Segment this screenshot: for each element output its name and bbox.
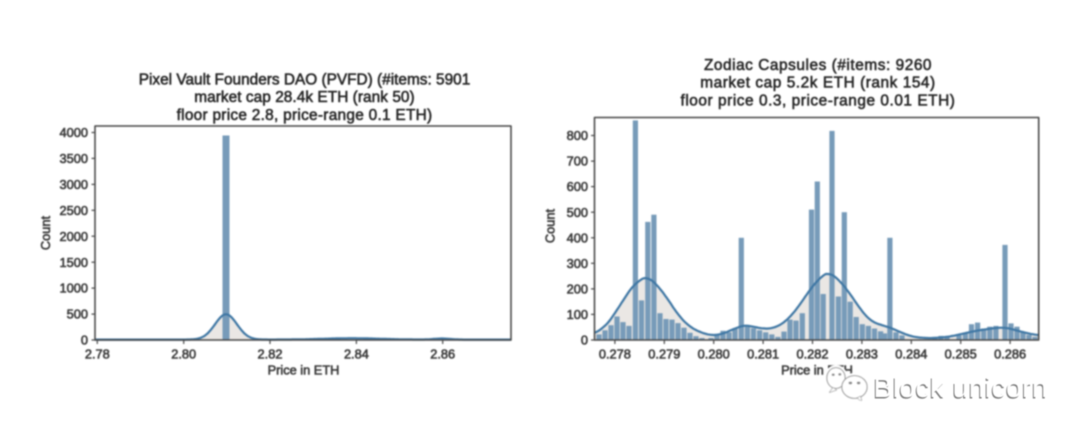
svg-text:2.80: 2.80	[171, 347, 196, 362]
svg-text:2000: 2000	[60, 229, 88, 244]
svg-text:Block unicorn: Block unicorn	[874, 371, 1048, 403]
svg-text:Zodiac Capsules (#items: 9260: Zodiac Capsules (#items: 9260	[704, 57, 932, 74]
svg-text:0.278: 0.278	[599, 347, 631, 362]
svg-text:0: 0	[581, 333, 588, 348]
svg-text:0.282: 0.282	[796, 347, 828, 362]
svg-text:0.286: 0.286	[994, 347, 1026, 362]
svg-text:3000: 3000	[60, 177, 88, 192]
svg-text:800: 800	[567, 128, 588, 143]
svg-text:2.84: 2.84	[344, 347, 369, 362]
svg-text:2500: 2500	[60, 203, 88, 218]
svg-text:0.285: 0.285	[945, 347, 977, 362]
svg-text:0.281: 0.281	[747, 347, 779, 362]
svg-text:Count: Count	[38, 215, 53, 250]
svg-text:1500: 1500	[60, 255, 88, 270]
svg-text:Pixel Vault Founders DAO (PVFD: Pixel Vault Founders DAO (PVFD) (#items:…	[139, 71, 471, 88]
svg-text:market cap 28.4k ETH (rank 50): market cap 28.4k ETH (rank 50)	[194, 89, 414, 106]
svg-text:400: 400	[567, 230, 588, 245]
svg-text:0.280: 0.280	[698, 347, 730, 362]
svg-text:700: 700	[567, 154, 588, 169]
svg-text:200: 200	[567, 282, 588, 297]
svg-text:0.283: 0.283	[846, 347, 878, 362]
svg-text:0: 0	[81, 333, 88, 348]
svg-text:3500: 3500	[60, 151, 88, 166]
svg-text:2.78: 2.78	[85, 347, 110, 362]
svg-text:4000: 4000	[60, 125, 88, 140]
svg-text:0.284: 0.284	[895, 347, 927, 362]
svg-text:0.279: 0.279	[648, 347, 680, 362]
svg-text:2.82: 2.82	[258, 347, 283, 362]
svg-text:500: 500	[567, 205, 588, 220]
svg-text:market cap 5.2k ETH (rank 154): market cap 5.2k ETH (rank 154)	[700, 75, 935, 92]
svg-text:2.86: 2.86	[430, 347, 455, 362]
svg-text:floor price 0.3, price-range 0: floor price 0.3, price-range 0.01 ETH)	[681, 92, 956, 109]
svg-text:300: 300	[567, 256, 588, 271]
svg-text:100: 100	[567, 307, 588, 322]
svg-text:Price in ETH: Price in ETH	[268, 363, 340, 378]
svg-text:floor price 2.8, price-range 0: floor price 2.8, price-range 0.1 ETH)	[177, 107, 433, 124]
svg-text:Count: Count	[543, 208, 558, 243]
svg-text:1000: 1000	[60, 281, 88, 296]
svg-text:600: 600	[567, 179, 588, 194]
svg-text:500: 500	[67, 307, 88, 322]
svg-text:Block unicorn: Block unicorn	[873, 372, 1047, 404]
